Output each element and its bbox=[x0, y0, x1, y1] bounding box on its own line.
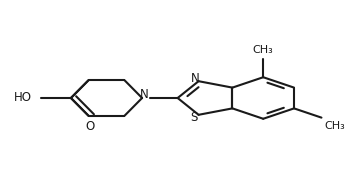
Text: S: S bbox=[190, 111, 197, 124]
Text: HO: HO bbox=[14, 91, 32, 103]
Text: CH₃: CH₃ bbox=[325, 121, 346, 131]
Text: N: N bbox=[140, 88, 148, 101]
Text: N: N bbox=[191, 72, 200, 85]
Text: CH₃: CH₃ bbox=[253, 45, 274, 55]
Text: O: O bbox=[85, 120, 94, 133]
